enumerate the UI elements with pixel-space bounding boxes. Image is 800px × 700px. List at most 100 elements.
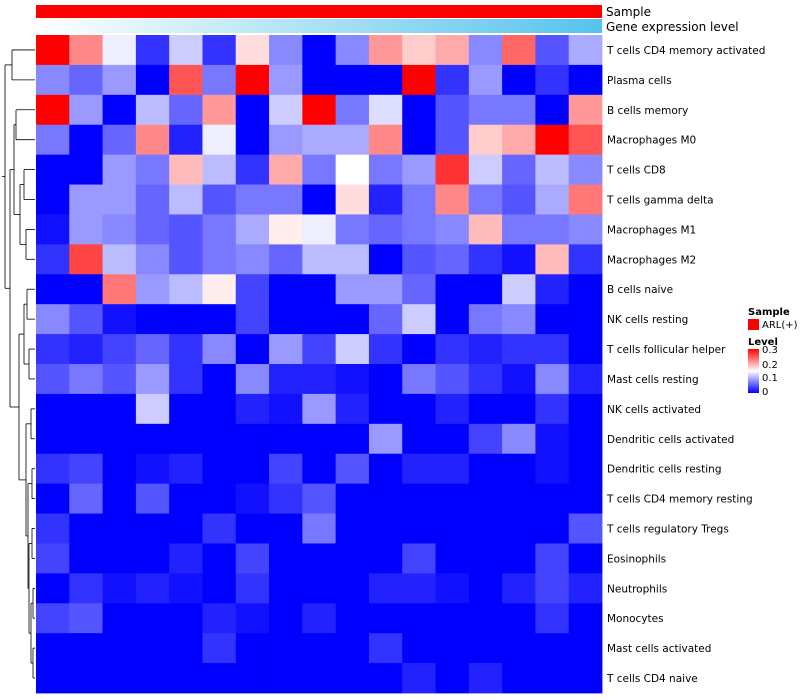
- heatmap-cell: [269, 633, 303, 664]
- heatmap-cell: [235, 573, 270, 604]
- heatmap-cell: [69, 184, 103, 215]
- heatmap-cell: [302, 64, 337, 96]
- heatmap-cell: [202, 184, 237, 215]
- legend: Sample ARL(+) Level 0.3 0.2 0.1 0: [748, 307, 798, 398]
- heatmap-cell: [69, 364, 103, 395]
- heatmap-cell: [568, 304, 603, 335]
- heatmap-cell: [368, 274, 403, 305]
- heatmap-cell: [69, 393, 103, 425]
- heatmap-cell: [468, 423, 503, 455]
- row-label: Neutrophils: [607, 583, 667, 595]
- heatmap-cell: [202, 274, 237, 305]
- heatmap-cell: [502, 633, 536, 664]
- heatmap-cell: [435, 244, 470, 275]
- heatmap-cell: [402, 94, 436, 126]
- heatmap-cell: [235, 543, 270, 574]
- heatmap-cell: [502, 483, 536, 514]
- heatmap-cell: [169, 633, 203, 664]
- heatmap-cell: [335, 94, 370, 126]
- heatmap-cell: [169, 603, 203, 634]
- heatmap-cell: [169, 513, 203, 544]
- heatmap-cell: [368, 124, 403, 156]
- heatmap-cell: [302, 304, 337, 335]
- heatmap-cell: [568, 423, 603, 455]
- row-label: Monocytes: [607, 613, 664, 625]
- heatmap-cell: [135, 334, 170, 365]
- heatmap-cell: [69, 94, 103, 126]
- heatmap-cell: [102, 603, 137, 634]
- heatmap-cell: [535, 423, 570, 455]
- heatmap-cell: [235, 603, 270, 634]
- row-label: Macrophages M0: [607, 135, 696, 147]
- heatmap-cell: [302, 244, 337, 275]
- heatmap-cell: [269, 94, 303, 126]
- heatmap-cell: [235, 184, 270, 215]
- heatmap-cell: [502, 603, 536, 634]
- heatmap-cell: [36, 184, 70, 215]
- heatmap-cell: [502, 663, 536, 694]
- heatmap-cell: [435, 633, 470, 664]
- heatmap-cell: [302, 274, 337, 305]
- heatmap-cell: [69, 304, 103, 335]
- heatmap-cell: [468, 35, 503, 66]
- heatmap-cell: [202, 124, 237, 156]
- heatmap-cell: [402, 543, 436, 574]
- legend-tick-1: 0.2: [762, 360, 778, 371]
- heatmap-cell: [335, 543, 370, 574]
- heatmap-cell: [402, 35, 436, 66]
- heatmap-cell: [368, 483, 403, 514]
- heatmap-cell: [468, 334, 503, 365]
- heatmap-cell: [302, 364, 337, 395]
- heatmap-cell: [535, 603, 570, 634]
- heatmap-cell: [102, 274, 137, 305]
- heatmap-cell: [235, 274, 270, 305]
- heatmap-cell: [402, 393, 436, 425]
- heatmap-cell: [69, 633, 103, 664]
- heatmap-cell: [568, 124, 603, 156]
- heatmap-cell: [135, 543, 170, 574]
- heatmap-cell: [135, 214, 170, 245]
- heatmap-cell: [69, 64, 103, 96]
- heatmap-cell: [169, 94, 203, 126]
- row-label: Eosinophils: [607, 553, 666, 565]
- heatmap-cell: [235, 244, 270, 275]
- row-label: B cells naive: [607, 284, 673, 296]
- heatmap-cell: [202, 244, 237, 275]
- row-label: T cells CD8: [606, 165, 666, 177]
- heatmap-cell: [368, 423, 403, 455]
- heatmap-cell: [502, 513, 536, 544]
- heatmap-cell: [169, 304, 203, 335]
- heatmap-cell: [335, 244, 370, 275]
- heatmap-cell: [535, 513, 570, 544]
- heatmap-cell: [302, 453, 337, 485]
- heatmap-cell: [269, 573, 303, 604]
- heatmap-cell: [468, 573, 503, 604]
- heatmap-cell: [435, 603, 470, 634]
- heatmap-cell: [269, 663, 303, 694]
- heatmap-cell: [102, 64, 137, 96]
- heatmap-cell: [468, 393, 503, 425]
- heatmap-cell: [202, 633, 237, 664]
- heatmap-cell: [335, 35, 370, 66]
- heatmap-cell: [202, 35, 237, 66]
- heatmap-cell: [269, 184, 303, 215]
- heatmap-cell: [502, 124, 536, 156]
- row-label: T cells follicular helper: [606, 344, 726, 356]
- heatmap-cell: [335, 154, 370, 185]
- heatmap-cell: [402, 513, 436, 544]
- heatmap-cell: [269, 214, 303, 245]
- heatmap-cell: [269, 423, 303, 455]
- heatmap-cell: [402, 304, 436, 335]
- heatmap-cell: [202, 364, 237, 395]
- heatmap-cell: [468, 483, 503, 514]
- sample-track-label: Sample: [606, 5, 651, 19]
- heatmap-cell: [235, 64, 270, 96]
- row-label: Macrophages M2: [607, 254, 696, 266]
- heatmap-cell: [502, 64, 536, 96]
- heatmap-cell: [368, 214, 403, 245]
- heatmap-cell: [202, 423, 237, 455]
- heatmap-cell: [302, 154, 337, 185]
- heatmap-cell: [568, 573, 603, 604]
- heatmap-cell: [435, 334, 470, 365]
